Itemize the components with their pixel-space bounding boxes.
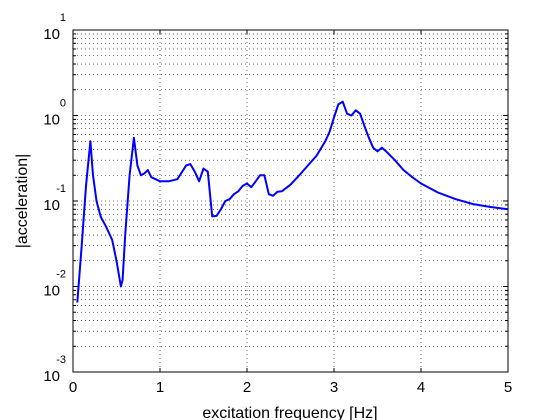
y-tick-label-base: 10 xyxy=(43,112,60,129)
x-tick-label: 4 xyxy=(417,379,425,396)
y-tick-label-exponent: -3 xyxy=(56,354,66,366)
series-line xyxy=(76,100,509,303)
x-tick-label: 1 xyxy=(156,379,164,396)
y-tick-label-exponent: -2 xyxy=(56,269,66,281)
x-tick-labels: 0 1 2 3 4 5 xyxy=(69,379,512,396)
y-tick-label-base: 10 xyxy=(43,197,60,214)
y-tick-label-exponent: 0 xyxy=(60,98,66,110)
grid xyxy=(73,30,508,372)
y-axis-title: |acceleration| xyxy=(14,154,31,249)
axis-ticks xyxy=(72,30,509,373)
x-tick-label: 5 xyxy=(504,379,512,396)
y-tick-label-exponent: -1 xyxy=(56,183,66,195)
y-tick-label-base: 10 xyxy=(43,283,60,300)
x-tick-label: 0 xyxy=(69,379,77,396)
x-axis-title: excitation frequency [Hz] xyxy=(202,405,377,420)
plot-area xyxy=(73,30,508,372)
x-tick-label: 3 xyxy=(330,379,338,396)
x-tick-label: 2 xyxy=(243,379,251,396)
y-tick-label-exponent: 1 xyxy=(60,12,66,24)
y-tick-label-base: 10 xyxy=(43,368,60,385)
y-tick-label-base: 10 xyxy=(43,26,60,43)
series-group xyxy=(76,100,509,303)
